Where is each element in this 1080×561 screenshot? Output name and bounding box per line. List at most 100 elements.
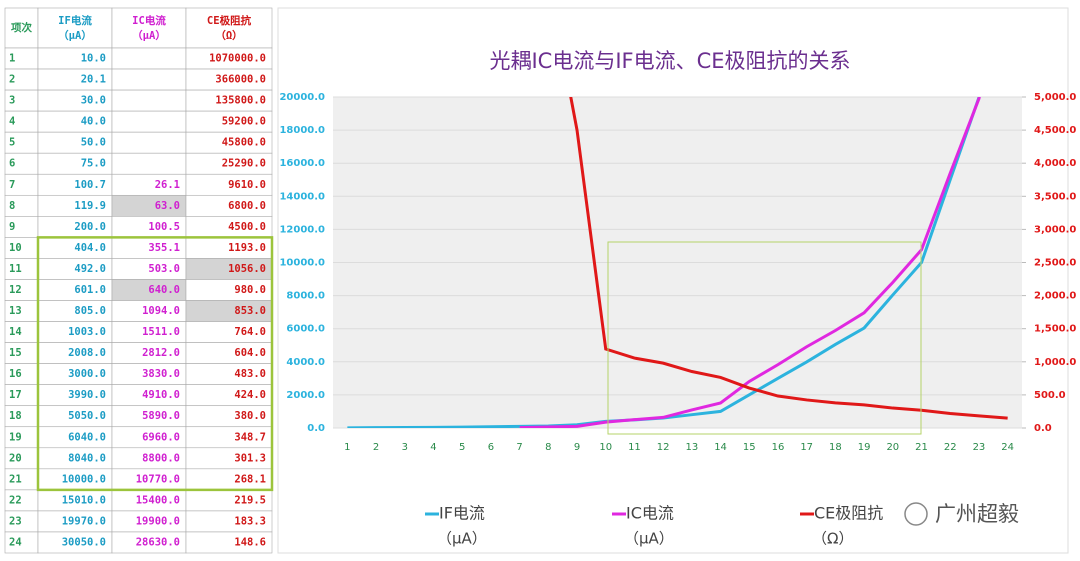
cell-text: 3990.0: [68, 389, 106, 401]
header-label: （μA）: [132, 29, 166, 42]
cell-text: 17: [9, 389, 22, 401]
cell-text: 6960.0: [142, 431, 180, 443]
cell-text: 853.0: [234, 305, 266, 317]
cell-text: 30.0: [81, 95, 106, 107]
x-tick-label: 14: [714, 442, 727, 453]
y-tick-label: 18000.0: [279, 125, 325, 136]
x-tick-label: 16: [772, 442, 785, 453]
legend-unit: （Ω）: [812, 530, 853, 548]
cell-text: 404.0: [74, 242, 106, 254]
cell-text: 1: [9, 53, 15, 65]
legend-label: IC电流: [626, 504, 674, 523]
y-tick-label: 6000.0: [286, 324, 325, 335]
cell-text: 11: [9, 263, 22, 275]
x-tick-label: 15: [743, 442, 756, 453]
legend-label: CE极阻抗: [814, 504, 883, 523]
cell-text: 18: [9, 410, 22, 422]
cell-text: 14: [9, 326, 22, 338]
cell-text: 12: [9, 284, 22, 296]
legend-label: IF电流: [439, 504, 485, 523]
cell-text: 10770.0: [136, 473, 180, 485]
y2-tick-label: 5,000.0: [1034, 92, 1076, 103]
cell-text: 63.0: [155, 200, 180, 212]
cell-text: 3830.0: [142, 368, 180, 380]
table-cell: [111, 47, 187, 70]
cell-text: 980.0: [234, 284, 266, 296]
y2-tick-label: 4,500.0: [1034, 125, 1076, 136]
cell-text: 2008.0: [68, 347, 106, 359]
header-label: IC电流: [132, 14, 166, 27]
cell-text: 764.0: [234, 326, 266, 338]
x-tick-label: 8: [545, 442, 551, 453]
header-cell: [37, 7, 113, 49]
cell-text: 148.6: [234, 536, 266, 548]
watermark-icon: [904, 502, 928, 526]
x-tick-label: 5: [459, 442, 465, 453]
cell-text: 24: [9, 536, 22, 548]
x-tick-label: 12: [657, 442, 670, 453]
cell-text: 40.0: [81, 116, 106, 128]
y-tick-label: 16000.0: [279, 158, 325, 169]
y2-tick-label: 1,000.0: [1034, 357, 1076, 368]
y-tick-label: 12000.0: [279, 224, 325, 235]
x-tick-label: 24: [1001, 442, 1014, 453]
x-tick-label: 7: [516, 442, 522, 453]
y-tick-label: 10000.0: [279, 258, 325, 269]
y-tick-label: 8000.0: [286, 291, 325, 302]
table-cell: [111, 131, 187, 154]
cell-text: 9: [9, 221, 15, 233]
row-highlight: [36, 236, 274, 492]
header-label: IF电流: [58, 14, 92, 27]
cell-text: 19: [9, 431, 22, 443]
cell-text: 1094.0: [142, 305, 180, 317]
chart-title: 光耦IC电流与IF电流、CE极阻抗的关系: [489, 49, 850, 73]
cell-text: 3: [9, 95, 15, 107]
x-tick-label: 17: [800, 442, 813, 453]
y-tick-label: 20000.0: [279, 92, 325, 103]
header-label: CE极阻抗: [207, 14, 252, 27]
cell-text: 25290.0: [222, 158, 266, 170]
x-tick-label: 11: [628, 442, 641, 453]
cell-text: 348.7: [234, 431, 266, 443]
cell-text: 135800.0: [215, 95, 266, 107]
cell-text: 13: [9, 305, 22, 317]
cell-text: 424.0: [234, 389, 266, 401]
y-tick-label: 2000.0: [286, 390, 325, 401]
cell-text: 4: [9, 116, 15, 128]
cell-text: 9610.0: [228, 179, 266, 191]
cell-text: 3000.0: [68, 368, 106, 380]
x-tick-label: 18: [829, 442, 842, 453]
cell-text: 6040.0: [68, 431, 106, 443]
cell-text: 10000.0: [62, 473, 106, 485]
legend-unit: （μA）: [624, 530, 674, 548]
cell-text: 366000.0: [215, 74, 266, 86]
table-cell: [111, 68, 187, 91]
cell-text: 8: [9, 200, 15, 212]
x-tick-label: 4: [430, 442, 436, 453]
cell-text: 1056.0: [228, 263, 266, 275]
x-tick-label: 10: [599, 442, 612, 453]
cell-text: 4910.0: [142, 389, 180, 401]
cell-text: 8800.0: [142, 452, 180, 464]
series-line: [519, 97, 981, 428]
header-label: （μA）: [58, 29, 92, 42]
cell-text: 100.5: [148, 221, 180, 233]
y2-tick-label: 2,500.0: [1034, 258, 1076, 269]
cell-text: 6800.0: [228, 200, 266, 212]
cell-text: 183.3: [234, 515, 266, 527]
cell-text: 15010.0: [62, 494, 106, 506]
cell-text: 10.0: [81, 53, 106, 65]
cell-text: 23: [9, 515, 22, 527]
cell-text: 30050.0: [62, 536, 106, 548]
table-cell: [111, 110, 187, 133]
series-line: [569, 97, 1008, 420]
cell-text: 10: [9, 242, 22, 254]
x-tick-label: 21: [915, 442, 928, 453]
cell-text: 5: [9, 137, 15, 149]
cell-text: 355.1: [148, 242, 180, 254]
x-tick-label: 6: [488, 442, 494, 453]
cell-text: 8040.0: [68, 452, 106, 464]
cell-text: 2: [9, 74, 15, 86]
cell-text: 2812.0: [142, 347, 180, 359]
